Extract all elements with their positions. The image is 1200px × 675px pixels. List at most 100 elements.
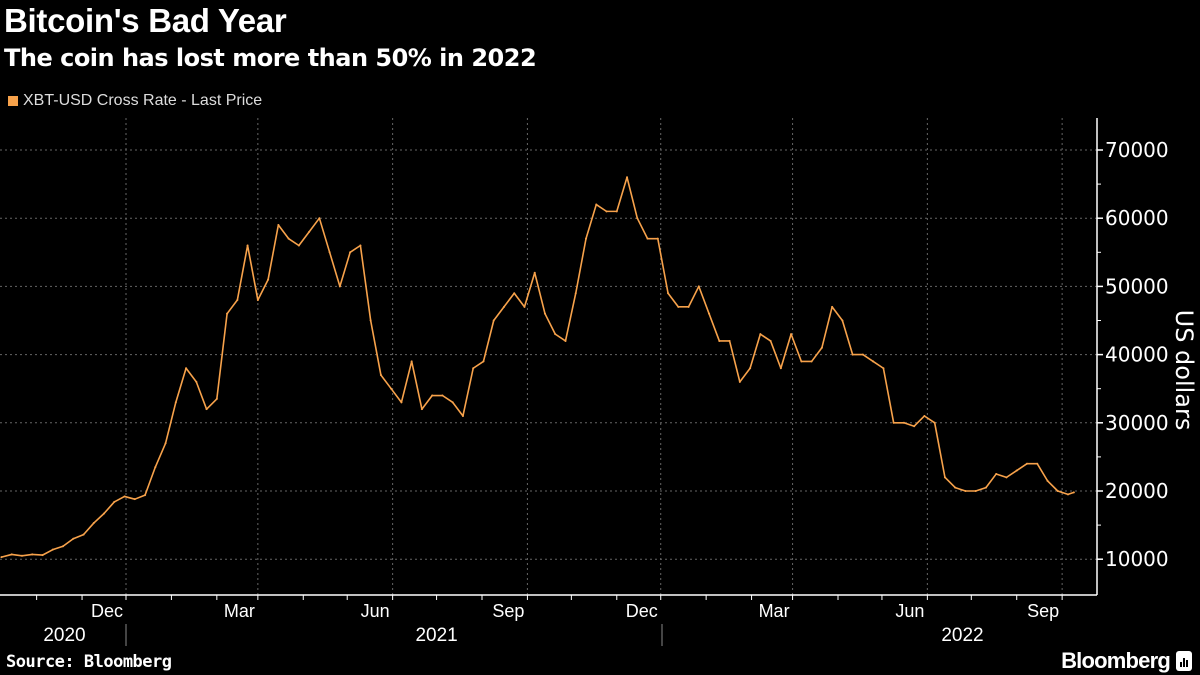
price-segment [62,537,75,548]
y-tick-label: 60000 [1105,206,1169,230]
price-segment [0,553,13,558]
price-segment [513,292,526,308]
y-tick-label: 20000 [1105,479,1169,503]
price-segment [698,285,710,315]
price-segment [236,244,249,301]
price-point [687,305,690,308]
price-segment [308,217,321,233]
x-tick-label: Mar [759,601,790,621]
price-segment [1015,462,1028,472]
price-point [995,472,998,475]
x-tick-label: Mar [224,601,255,621]
price-segment [933,421,946,479]
price-point [492,319,495,322]
price-segment [759,333,772,342]
price-segment [944,476,956,489]
price-point [174,401,177,404]
price-point [62,545,65,548]
price-segment [339,251,351,288]
price-segment [175,367,187,404]
price-point [205,408,208,411]
price-segment [626,176,639,219]
price-segment [205,398,218,410]
price-segment [595,203,608,213]
price-segment [164,401,177,445]
price-segment [113,495,126,503]
price-point [410,360,413,363]
price-segment [923,415,936,424]
price-segment [51,545,64,551]
price-segment [21,553,34,557]
price-segment [1067,491,1075,496]
price-point [595,203,598,206]
price-point [656,237,659,240]
price-point [1066,493,1069,496]
price-segment [359,244,372,322]
price-point [359,244,362,247]
price-segment [503,292,516,308]
price-segment [523,271,536,308]
price-segment [739,367,751,383]
price-segment [769,340,782,370]
price-point [390,387,393,390]
price-point [72,537,75,540]
price-point [297,244,300,247]
price-point [1005,476,1008,479]
price-point [718,339,721,342]
price-segment [133,494,146,500]
price-point [861,353,864,356]
price-segment [790,333,803,363]
y-tick-label: 70000 [1105,138,1169,162]
price-point [123,495,126,498]
price-point [841,319,844,322]
price-segment [749,333,762,370]
price-point [1036,462,1039,465]
price-segment [287,237,300,247]
price-segment [369,319,382,376]
price-point [1046,479,1049,482]
price-point [605,210,608,213]
price-point [31,553,34,556]
price-segment [913,415,926,428]
price-segment [328,251,341,288]
price-point [749,367,752,370]
price-segment [574,237,587,295]
price-point [277,224,280,227]
price-segment [482,319,495,363]
price-point [308,230,311,233]
price-point [379,374,382,377]
price-point [431,394,434,397]
price-point [954,486,957,489]
price-segment [821,306,833,349]
price-segment [1005,469,1018,479]
price-segment [390,387,403,404]
price-point [882,367,885,370]
price-point [461,414,464,417]
price-point [400,401,403,404]
price-segment [82,522,95,536]
price-segment [472,360,485,370]
price-segment [810,346,823,363]
price-point [974,490,977,492]
price-segment [72,533,85,540]
price-point [574,292,577,295]
price-segment [862,353,874,363]
price-point [759,333,762,336]
price-segment [349,244,362,254]
y-tick-label: 30000 [1105,411,1169,435]
price-segment [257,278,269,301]
price-point [369,319,372,322]
price-segment [400,360,413,404]
price-point [82,533,85,536]
price-point [872,360,875,363]
price-segment [421,394,433,410]
price-segment [656,237,669,295]
price-point [195,380,198,383]
price-segment [185,367,198,383]
price-point [513,292,516,295]
x-tick-label: Jun [895,601,924,621]
price-point [790,333,793,336]
y-tick-label: 40000 [1105,343,1169,367]
price-segment [841,319,854,356]
